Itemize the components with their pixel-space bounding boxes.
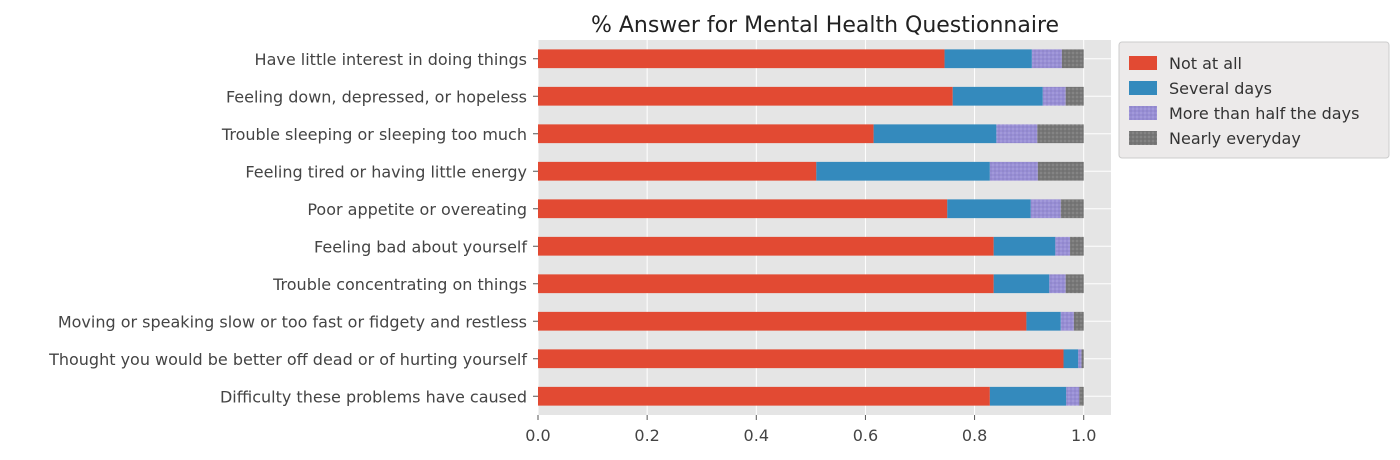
bar-segment [993,236,1056,256]
x-tick-label: 0.8 [962,426,987,445]
x-tick-label: 0.6 [853,426,878,445]
legend-swatch [1129,56,1157,70]
bar-segment [1055,236,1071,256]
bar-segment [1061,49,1084,69]
bar-segment [947,199,1031,219]
bar-segment [1073,311,1084,331]
legend-box [1118,41,1390,159]
bar-segment [816,161,990,181]
bar-segment [1037,161,1084,181]
legend-label: Several days [1169,79,1272,98]
bar-segment [1049,274,1066,294]
y-tick-label: Feeling tired or having little energy [245,162,527,181]
legend-label: Nearly everyday [1169,129,1301,148]
bar-segment [1065,274,1084,294]
y-tick-label: Trouble sleeping or sleeping too much [221,125,527,144]
legend: Not at all Several days More than half the… [1118,41,1390,159]
bar-segment [538,124,874,144]
bars [538,49,1084,406]
legend-swatch [1129,131,1157,145]
bar-segment [1060,199,1084,219]
bar-segment [989,161,1038,181]
chart-title: % Answer for Mental Health Questionnaire [591,13,1059,38]
x-tick-label: 1.0 [1071,426,1096,445]
bar-segment [993,274,1050,294]
legend-swatch [1129,81,1157,95]
bar-segment [1070,236,1084,256]
bar-segment [996,124,1038,144]
bar-segment [538,311,1027,331]
legend-swatch [1129,106,1157,120]
y-tick-label: Poor appetite or overeating [307,200,527,219]
bar-segment [1031,49,1062,69]
bar-segment [989,386,1067,406]
bar-segment [1081,349,1084,369]
y-tick-label: Trouble concentrating on things [272,275,527,294]
x-tick-label: 0.2 [634,426,659,445]
x-tick-label: 0.4 [744,426,769,445]
bar-segment [538,161,817,181]
bar-segment [538,86,953,106]
bar-segment [1078,349,1082,369]
legend-label: Not at all [1169,54,1242,73]
bar-segment [1066,386,1080,406]
bar-segment [1063,349,1079,369]
legend-label: More than half the days [1169,104,1359,123]
y-tick-label: Thought you would be better off dead or … [48,350,527,369]
bar-segment [1060,311,1074,331]
bar-segment [538,274,994,294]
bar-segment [1026,311,1061,331]
y-tick-label: Moving or speaking slow or too fast or f… [58,312,527,331]
bar-segment [1030,199,1061,219]
y-tick-label: Difficulty these problems have caused [220,387,527,406]
bar-segment [538,236,994,256]
bar-segment [944,49,1032,69]
y-axis-labels: Have little interest in doing things Feel… [48,50,538,406]
bar-segment [538,199,948,219]
x-axis-ticks: 0.0 0.2 0.4 0.6 0.8 1.0 [525,415,1096,445]
bar-segment [538,49,945,69]
bar-segment [1079,386,1084,406]
bar-segment [1065,86,1084,106]
x-tick-label: 0.0 [525,426,550,445]
bar-segment [1037,124,1084,144]
y-tick-label: Have little interest in doing things [255,50,527,69]
y-tick-label: Feeling down, depressed, or hopeless [226,87,527,106]
bar-segment [952,86,1043,106]
bar-segment [1042,86,1066,106]
y-tick-label: Feeling bad about yourself [314,237,527,256]
bar-segment [538,386,990,406]
bar-segment [873,124,997,144]
bar-segment [538,349,1064,369]
